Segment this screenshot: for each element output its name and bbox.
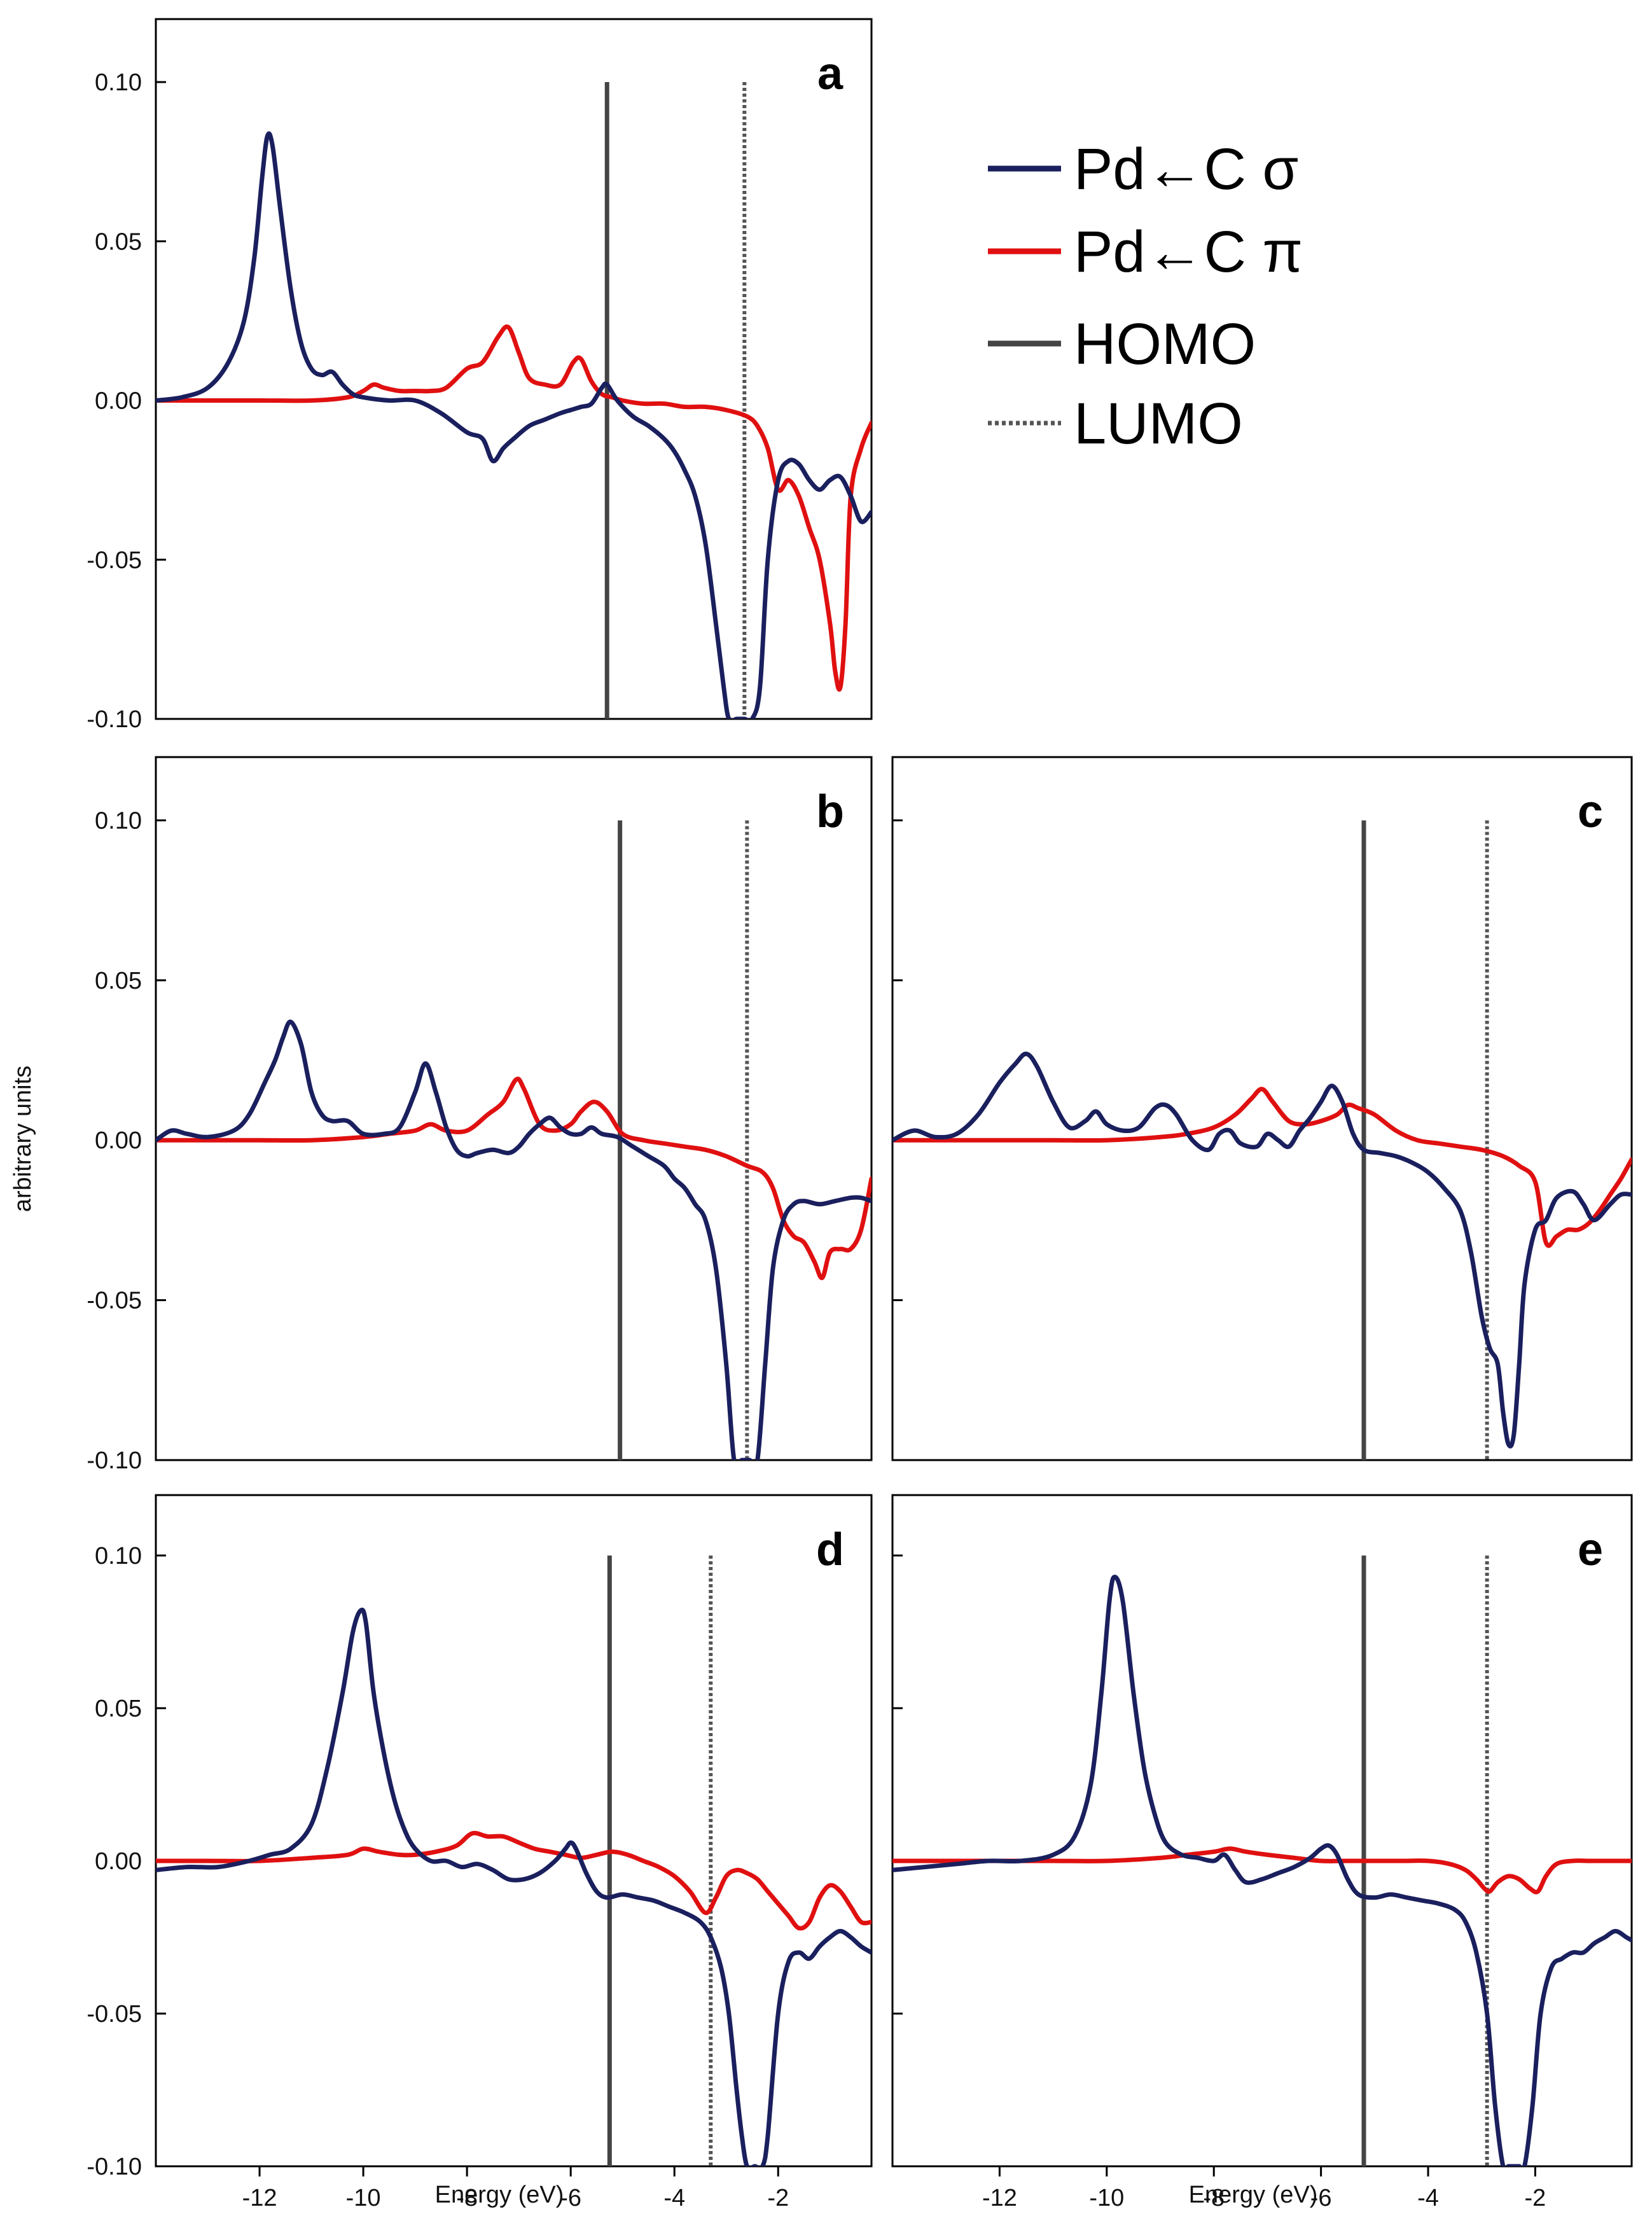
- y-tick-label-b: -0.05: [87, 1288, 142, 1314]
- legend-label-sigma: Pd←C σ: [1074, 137, 1298, 202]
- x-tick-label-e: -6: [1310, 2185, 1332, 2211]
- x-tick-label-e: -4: [1417, 2185, 1439, 2211]
- y-tick-label-b: -0.10: [87, 1447, 142, 1474]
- x-tick-label-d: -4: [663, 2185, 685, 2211]
- panel-c: c: [891, 756, 1633, 1461]
- y-tick-label-d: 0.10: [95, 1543, 142, 1570]
- y-tick-label-d: 0.05: [95, 1695, 142, 1722]
- x-tick-label-d: -8: [456, 2185, 478, 2211]
- panel-b: 0.10 0.05 0.00 -0.05 -0.10 b: [87, 756, 873, 1474]
- y-tick-label-a: 0.05: [95, 228, 142, 255]
- panel-label-e: e: [1578, 1524, 1603, 1575]
- panel-frame-a: [155, 18, 873, 720]
- plot-area-e: [892, 1555, 1632, 2166]
- y-tick-label-b: 0.10: [95, 807, 142, 834]
- plot-area-b: [156, 820, 871, 1460]
- legend-label-lumo: LUMO: [1074, 391, 1243, 456]
- panel-frame-d: [155, 1494, 873, 2168]
- panel-label-b: b: [816, 786, 844, 837]
- panel-frame-b: [155, 756, 873, 1461]
- legend-label-pi: Pd←C π: [1074, 219, 1303, 284]
- series-pi-b: [156, 1076, 871, 1280]
- series-sigma-d: [156, 1607, 871, 2166]
- panel-label-a: a: [817, 48, 843, 99]
- panel-e: -12 -10 -8 -6 -4 -2 e: [891, 1494, 1633, 2211]
- x-tick-label-d: -6: [560, 2185, 581, 2211]
- panel-label-d: d: [816, 1524, 844, 1575]
- x-axis-title-right: Energy (eV): [1189, 2182, 1318, 2208]
- series-pi-d: [156, 1830, 871, 1931]
- plot-area-c: [892, 820, 1632, 1460]
- series-sigma-a: [156, 131, 871, 719]
- x-tick-label-d: -10: [346, 2185, 381, 2211]
- panel-frame-c: [891, 756, 1633, 1461]
- series-pi-a: [156, 324, 871, 692]
- series-sigma-e: [892, 1575, 1632, 2166]
- y-tick-label-b: 0.05: [95, 968, 142, 994]
- y-tick-label-a: 0.00: [95, 388, 142, 415]
- y-tick-label-b: 0.00: [95, 1127, 142, 1154]
- x-tick-label-d: -12: [242, 2185, 277, 2211]
- series-pi-e: [892, 1846, 1632, 1895]
- series-pi-c: [892, 1087, 1632, 1248]
- panel-d: 0.10 0.05 0.00 -0.05 -0.10 -12 -10 -8 -6 -4 -2 d: [87, 1494, 873, 2211]
- panel-a: 0.10 0.05 0.00 -0.05 -0.10 a: [87, 18, 873, 733]
- plot-area-a: [156, 82, 871, 719]
- y-tick-label-a: -0.05: [87, 547, 142, 574]
- legend: Pd←C σ Pd←C π HOMO LUMO: [988, 137, 1303, 456]
- panel-label-c: c: [1578, 786, 1603, 837]
- plot-area-d: [156, 1555, 871, 2166]
- y-tick-label-d: -0.10: [87, 2154, 142, 2180]
- x-tick-label-e: -8: [1203, 2185, 1225, 2211]
- series-sigma-c: [892, 1052, 1632, 1449]
- x-tick-label-e: -12: [982, 2185, 1017, 2211]
- panel-frame-e: [891, 1494, 1633, 2168]
- x-tick-label-d: -2: [767, 2185, 789, 2211]
- y-tick-label-a: -0.10: [87, 706, 142, 733]
- x-tick-label-e: -10: [1089, 2185, 1124, 2211]
- legend-label-homo: HOMO: [1074, 312, 1256, 377]
- y-tick-label-d: 0.00: [95, 1848, 142, 1875]
- y-axis-title: arbitrary units: [10, 1066, 36, 1212]
- y-tick-label-d: -0.05: [87, 2001, 142, 2028]
- y-tick-label-a: 0.10: [95, 69, 142, 96]
- series-sigma-b: [156, 1019, 871, 1460]
- x-tick-label-e: -2: [1525, 2185, 1546, 2211]
- x-axis-title-left: Energy (eV): [435, 2182, 564, 2208]
